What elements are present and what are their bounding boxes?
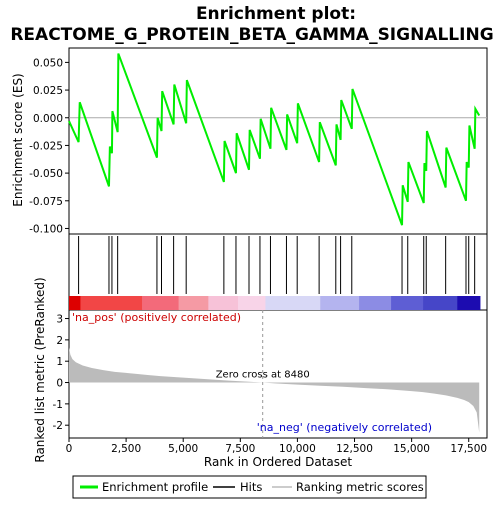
zero-cross-label: Zero cross at 8480 [216,370,310,381]
metric-y-tick-label: -2 [53,420,63,432]
metric-y-axis: 3 2 1 0 -1 -2 [53,314,69,432]
hits-track [78,236,476,294]
es-y-tick-label: -0.050 [29,168,63,180]
legend-box [72,475,427,499]
legend-enrichment-profile-label: Enrichment profile [102,480,208,494]
es-y-tick-label: 0.025 [33,85,63,97]
es-y-axis: 0.050 0.025 0.000 -0.025 -0.050 -0.075 -0.100 [29,57,69,235]
x-tick-label: 10,000 [279,443,316,455]
heatmap-segment [265,296,321,310]
chart-title-line2: REACTOME_G_PROTEIN_BETA_GAMMA_SIGNALLING [10,25,493,45]
heatmap-segment [142,296,179,310]
x-tick-label: 0 [66,443,73,455]
x-tick-label: 12,500 [336,443,373,455]
x-tick-label: 5,000 [168,443,198,455]
heatmap-segment [359,296,392,310]
plot-frame [68,47,488,439]
x-axis-label: Rank in Ordered Dataset [204,455,352,469]
heatmap-segment [178,296,209,310]
heatmap-segment [391,296,424,310]
metric-y-tick-label: 0 [56,378,63,390]
chart-title-line1: Enrichment plot: [196,4,356,24]
metric-ylabel: Ranked list metric (PreRanked) [33,277,47,462]
es-ylabel: Enrichment score (ES) [11,73,25,206]
enrichment-profile-line [68,53,481,226]
es-y-tick-label: -0.025 [29,140,63,152]
es-y-tick-label: 0.050 [33,57,63,69]
ranking-metric-area [69,347,480,433]
es-y-tick-label: 0.000 [33,113,63,125]
heatmap-segment [238,296,266,310]
metric-y-tick-label: 3 [56,314,63,326]
heatmap-segment [423,296,458,310]
heatmap-segment [80,296,143,310]
x-tick-label: 15,000 [393,443,430,455]
metric-y-tick-label: 2 [56,335,63,347]
legend-ranking-metric-label: Ranking metric scores [296,480,424,494]
negative-correlation-label: 'na_neg' (negatively correlated) [257,421,432,434]
x-tick-label: 2,500 [111,443,141,455]
heatmap-segment [69,296,81,310]
es-y-tick-label: -0.075 [29,196,63,208]
heatmap-segment [457,296,481,310]
legend-hits-label: Hits [240,480,262,494]
x-tick-label: 7,500 [225,443,255,455]
heatmap-segment [320,296,360,310]
ranking-heatmap-bar [69,296,481,310]
metric-y-tick-label: 1 [56,356,63,368]
x-tick-label: 17,500 [450,443,487,455]
es-y-tick-label: -0.100 [29,223,63,235]
metric-y-tick-label: -1 [53,399,63,411]
heatmap-segment [208,296,239,310]
x-axis: 0 2,500 5,000 7,500 10,000 12,500 15,000 17,500 [66,438,487,455]
positive-correlation-label: 'na_pos' (positively correlated) [72,311,241,324]
legend: Enrichment profile Hits Ranking metric s… [72,475,427,499]
